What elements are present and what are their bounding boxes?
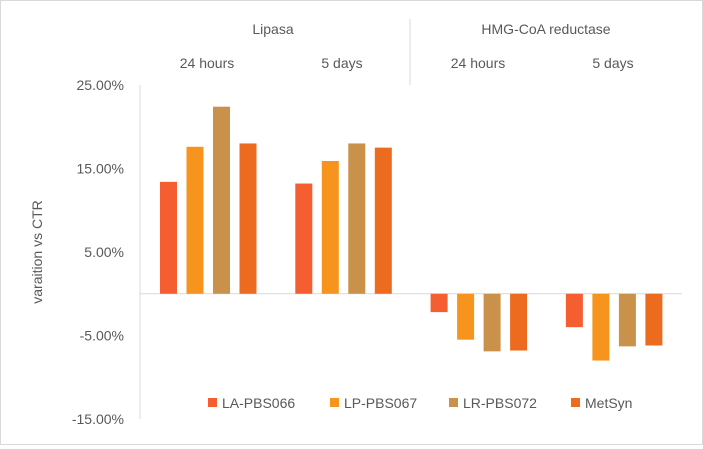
legend-swatch-lr-pbs072 [449, 398, 458, 407]
category-label-hmg-24-hours: 24 hours [451, 55, 505, 71]
bar-la-pbs066-category-1 [160, 181, 177, 294]
bar-metsyn-category-1 [239, 143, 257, 294]
bar-metsyn-category-3 [510, 293, 528, 351]
category-label-lipasa-5-days: 5 days [321, 55, 362, 71]
legend-swatch-metsyn [571, 398, 580, 407]
bar-lp-pbs067-category-2 [321, 160, 339, 294]
bar-la-pbs066-category-2 [295, 183, 313, 294]
legend-swatch-la-pbs066 [208, 398, 217, 407]
bar-lr-pbs072-category-2 [348, 143, 366, 294]
bars [160, 106, 663, 361]
value-axis: 25.00% 15.00% 5.00% -5.00% -15.00% varaition… [29, 77, 682, 427]
category-label-lipasa-24-hours: 24 hours [180, 55, 234, 71]
category-header: Lipasa HMG-CoA reductase 24 hours 5 days… [180, 19, 634, 85]
bar-lr-pbs072-category-4 [618, 293, 636, 347]
bar-la-pbs066-category-3 [430, 293, 448, 313]
y-tick-labels: 25.00% 15.00% 5.00% -5.00% -15.00% [72, 77, 124, 427]
bar-metsyn-category-4 [645, 293, 663, 346]
group-label-lipasa: Lipasa [252, 21, 293, 37]
group-label-hmg-coa-reductase: HMG-CoA reductase [481, 21, 610, 37]
legend: LA-PBS066 LP-PBS067 LR-PBS072 MetSyn [208, 395, 632, 411]
category-label-hmg-5-days: 5 days [592, 55, 633, 71]
y-tick-label: -5.00% [80, 328, 124, 344]
y-tick-label: -15.00% [72, 411, 124, 427]
bar-lp-pbs067-category-1 [186, 146, 204, 294]
bar-lp-pbs067-category-3 [457, 293, 475, 340]
bar-lr-pbs072-category-3 [483, 293, 501, 352]
y-tick-label: 15.00% [77, 161, 124, 177]
bar-lr-pbs072-category-1 [213, 106, 230, 294]
legend-label-lp-pbs067: LP-PBS067 [344, 395, 417, 411]
bar-la-pbs066-category-4 [565, 293, 583, 328]
y-axis-title: varaition vs CTR [29, 200, 45, 303]
legend-label-metsyn: MetSyn [585, 395, 632, 411]
bar-metsyn-category-2 [374, 147, 392, 294]
legend-swatch-lp-pbs067 [330, 398, 339, 407]
y-tick-label: 5.00% [84, 244, 124, 260]
legend-label-la-pbs066: LA-PBS066 [222, 395, 295, 411]
y-tick-label: 25.00% [77, 77, 124, 93]
legend-label-lr-pbs072: LR-PBS072 [463, 395, 537, 411]
bar-lp-pbs067-category-4 [592, 293, 610, 361]
